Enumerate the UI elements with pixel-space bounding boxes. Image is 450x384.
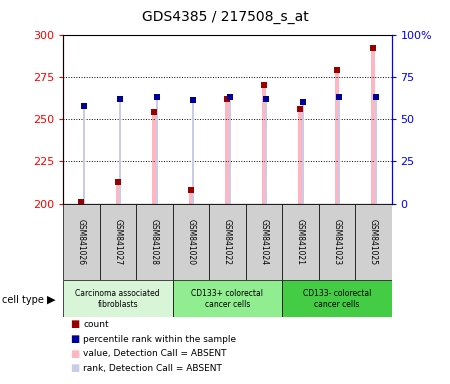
Bar — [225, 99, 229, 204]
Text: GSM841025: GSM841025 — [369, 219, 378, 265]
Text: count: count — [83, 320, 109, 329]
Bar — [189, 190, 193, 204]
Text: GSM841026: GSM841026 — [77, 219, 86, 265]
Bar — [298, 109, 302, 204]
Bar — [335, 70, 338, 204]
Text: GSM841020: GSM841020 — [186, 219, 195, 265]
Bar — [355, 204, 392, 280]
Bar — [116, 182, 120, 204]
Bar — [136, 204, 172, 280]
Text: GSM841023: GSM841023 — [332, 219, 341, 265]
Text: CD133- colorectal
cancer cells: CD133- colorectal cancer cells — [302, 288, 371, 309]
Bar — [282, 280, 392, 317]
Bar — [319, 204, 355, 280]
Bar — [302, 102, 304, 204]
Bar — [229, 97, 231, 204]
Text: CD133+ colorectal
cancer cells: CD133+ colorectal cancer cells — [191, 288, 263, 309]
Text: GSM841022: GSM841022 — [223, 219, 232, 265]
Bar — [63, 280, 172, 317]
Text: cell type: cell type — [2, 295, 44, 305]
Text: GSM841024: GSM841024 — [259, 219, 268, 265]
Text: ■: ■ — [70, 363, 79, 373]
Text: ■: ■ — [70, 334, 79, 344]
Bar — [83, 106, 85, 204]
Bar — [192, 101, 194, 204]
Bar — [371, 48, 375, 204]
Bar — [119, 99, 122, 204]
Text: GSM841027: GSM841027 — [113, 219, 122, 265]
Text: ▶: ▶ — [47, 295, 56, 305]
Bar — [99, 204, 136, 280]
Bar — [262, 85, 266, 204]
Text: Carcinoma associated
fibroblasts: Carcinoma associated fibroblasts — [76, 288, 160, 309]
Text: rank, Detection Call = ABSENT: rank, Detection Call = ABSENT — [83, 364, 222, 373]
Bar — [282, 204, 319, 280]
Text: GDS4385 / 217508_s_at: GDS4385 / 217508_s_at — [142, 10, 308, 23]
Bar — [156, 97, 158, 204]
Bar — [79, 202, 83, 204]
Bar — [338, 97, 340, 204]
Bar — [246, 204, 282, 280]
Bar — [153, 112, 156, 204]
Text: percentile rank within the sample: percentile rank within the sample — [83, 334, 236, 344]
Text: value, Detection Call = ABSENT: value, Detection Call = ABSENT — [83, 349, 227, 358]
Bar — [265, 99, 267, 204]
Bar — [172, 204, 209, 280]
Bar — [172, 280, 282, 317]
Text: ■: ■ — [70, 349, 79, 359]
Text: GSM841021: GSM841021 — [296, 219, 305, 265]
Bar — [375, 97, 377, 204]
Text: ■: ■ — [70, 319, 79, 329]
Bar — [63, 204, 99, 280]
Text: GSM841028: GSM841028 — [150, 219, 159, 265]
Bar — [209, 204, 246, 280]
